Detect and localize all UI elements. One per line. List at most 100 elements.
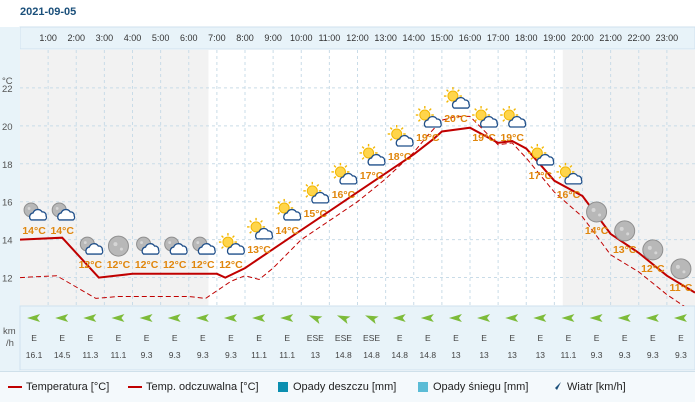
wind-speed: 16.1	[26, 350, 43, 360]
y-tick-label: 12	[2, 274, 13, 285]
wind-arrow-shape	[477, 314, 491, 322]
legend-temperature: Temperatura [°C]	[8, 372, 109, 402]
wind-direction: E	[31, 333, 37, 343]
sun-ray	[474, 119, 477, 122]
moon-icon	[586, 201, 608, 223]
wind-direction: E	[425, 333, 431, 343]
hour-label: 3:00	[96, 33, 114, 43]
sun-ray	[513, 108, 517, 111]
legend-rain-swatch	[278, 382, 288, 392]
wind-speed: 9.3	[647, 350, 659, 360]
wind-arrow-icon	[477, 314, 491, 322]
cloud-shape	[57, 208, 76, 221]
wind-arrow-shape	[645, 314, 659, 322]
wind-arrow-icon	[280, 314, 294, 322]
wind-arrow-icon	[195, 314, 209, 322]
cloud-shape	[508, 115, 527, 128]
sun-ray	[417, 108, 421, 111]
moon-cloud-icon	[51, 202, 76, 221]
sun-disc	[278, 202, 290, 214]
temp-label: 14°C	[275, 225, 299, 237]
sun-disc	[250, 221, 262, 233]
legend-feels-like-label: Temp. odczuwalna [°C]	[146, 381, 259, 393]
legend-temperature-label: Temperatura [°C]	[26, 381, 110, 393]
cloud-shape	[451, 97, 470, 109]
sun-ray	[260, 220, 263, 223]
wind-direction: E	[59, 333, 65, 343]
wind-direction: E	[172, 333, 178, 343]
cloud-shape	[169, 243, 188, 255]
cloud-shape	[536, 153, 555, 166]
sun-ray	[361, 157, 365, 160]
sun-ray	[389, 127, 393, 130]
moon-icon	[642, 239, 664, 261]
night-shade-morning	[20, 50, 209, 306]
wind-arrow-shape	[533, 314, 547, 322]
moon-cloud-icon	[136, 236, 160, 255]
temp-label: 17°C	[529, 170, 553, 182]
sun-ray	[277, 212, 281, 215]
sun-ray	[249, 231, 252, 234]
moon-disc	[642, 239, 664, 261]
moon-disc	[670, 258, 692, 280]
temp-label: 19°C	[472, 132, 496, 144]
sun-ray	[305, 184, 309, 187]
temp-label: 19°C	[500, 132, 524, 144]
sun-cloud-icon	[443, 87, 470, 109]
sun-cloud-icon	[556, 162, 583, 185]
temp-label: 12°C	[641, 263, 665, 275]
sun-ray	[277, 201, 281, 204]
sun-ray	[316, 184, 320, 187]
hour-label: 12:00	[346, 33, 369, 43]
wind-arrow-shape	[420, 314, 434, 322]
sun-disc	[306, 185, 318, 197]
cloud-shape	[339, 172, 358, 185]
wind-unit-label-km: km	[3, 326, 16, 337]
sun-disc	[363, 147, 375, 159]
sun-disc	[391, 128, 403, 140]
moon-disc	[614, 220, 636, 242]
wind-speed: 9.3	[591, 350, 603, 360]
header-band	[0, 0, 695, 26]
left-axis-band	[0, 27, 20, 371]
hour-label: 16:00	[459, 33, 482, 43]
wind-arrow-shape	[336, 315, 351, 324]
wind-direction: E	[537, 333, 543, 343]
sun-ray	[457, 89, 460, 92]
wind-arrow-icon	[27, 314, 41, 322]
sun-ray	[221, 246, 224, 249]
wind-arrow-shape	[280, 314, 294, 322]
sun-ray	[541, 146, 545, 149]
moon-crater	[654, 251, 658, 255]
hour-label: 18:00	[515, 33, 538, 43]
cloud-shape	[564, 172, 583, 185]
moon-crater	[55, 207, 59, 210]
hour-label: 10:00	[290, 33, 313, 43]
wind-direction: ESE	[307, 333, 324, 343]
sun-ray	[333, 176, 337, 179]
cloud-shape	[283, 208, 302, 221]
wind-speed: 14.5	[54, 350, 71, 360]
moon-crater	[119, 247, 123, 251]
sun-ray	[485, 108, 488, 111]
moon-disc	[586, 201, 608, 223]
wind-speed: 9.3	[169, 350, 181, 360]
sun-cloud-icon	[415, 106, 442, 128]
legend-snow: Opady śniegu [mm]	[418, 372, 528, 402]
sun-ray	[232, 235, 235, 238]
hour-label: 19:00	[543, 33, 566, 43]
wind-speed: 13	[479, 350, 489, 360]
moon-cloud-icon	[164, 236, 188, 255]
sun-disc	[222, 236, 234, 248]
wind-arrow-icon	[336, 315, 351, 324]
hour-label: 20:00	[571, 33, 594, 43]
sun-ray	[417, 119, 421, 122]
sun-ray	[474, 108, 477, 111]
wind-direction: ESE	[363, 333, 380, 343]
cloud-shape	[141, 243, 160, 255]
wind-speed: 9.3	[225, 350, 237, 360]
temp-label: 12°C	[163, 259, 187, 271]
legend-snow-label: Opady śniegu [mm]	[433, 381, 529, 393]
moon-icon	[670, 258, 692, 280]
cloud-shape	[480, 115, 499, 128]
